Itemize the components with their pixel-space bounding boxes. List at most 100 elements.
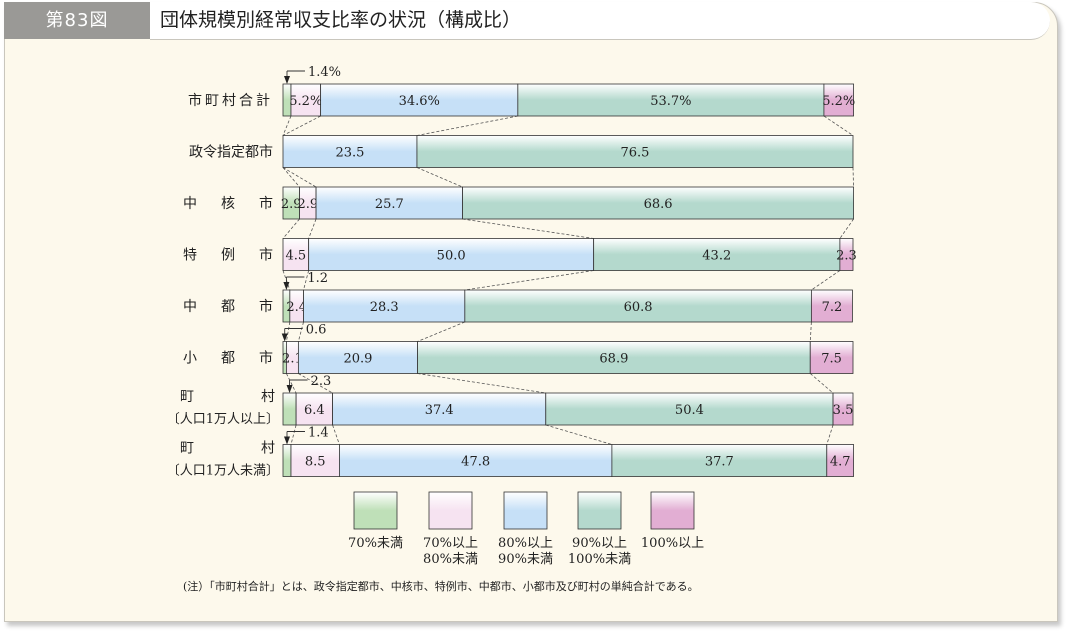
- legend-swatch: [650, 491, 695, 530]
- legend-label: 80%以上: [498, 536, 553, 551]
- category-label: 市: [259, 298, 273, 315]
- connector-line: [417, 321, 465, 342]
- data-label: 2.3: [836, 249, 857, 264]
- bar-segment: [839, 238, 854, 271]
- category-label: 町: [180, 441, 194, 457]
- category-label: 中: [183, 196, 197, 212]
- connector-line: [282, 218, 300, 239]
- data-label: 2.9: [281, 197, 302, 212]
- connector-line: [464, 270, 594, 291]
- bar-segment: [462, 186, 854, 220]
- connector-line: [290, 424, 297, 445]
- data-label: 76.5: [620, 146, 649, 161]
- bar-segment: [826, 444, 854, 477]
- legend-swatch: [503, 491, 548, 530]
- data-label: 28.3: [370, 300, 399, 315]
- bar-segment: [339, 444, 613, 477]
- data-label: 6.4: [304, 403, 325, 418]
- bar-segment: [593, 238, 841, 271]
- category-label: 政令指定都市: [189, 144, 273, 161]
- data-label: 5.2%: [822, 94, 855, 109]
- category-label: 核: [221, 196, 235, 212]
- connector-line: [282, 115, 292, 136]
- connector-line: [308, 218, 317, 239]
- data-label: 4.5: [285, 249, 306, 264]
- data-label: 25.7: [375, 197, 404, 212]
- bar-segment: [303, 289, 466, 323]
- data-label: 2.1: [282, 352, 303, 367]
- category-label: 村: [261, 389, 275, 405]
- bar-segment: [611, 444, 828, 477]
- bar-segment: [282, 392, 297, 426]
- callout-label: 1.4%: [308, 65, 341, 80]
- figure-title: 団体規模別経常収支比率の状況（構成比）: [160, 9, 522, 31]
- data-label: 3.5: [833, 403, 854, 418]
- callout-arrow: [283, 436, 290, 445]
- category-label: 村: [261, 441, 275, 457]
- category-label: 例: [221, 248, 235, 264]
- bar-segment: [282, 135, 418, 168]
- category-label: 市: [259, 195, 273, 212]
- connector-line: [303, 270, 310, 291]
- bar-segment: [517, 83, 825, 117]
- bar-segment: [295, 392, 333, 426]
- footnote: (注）「市町村合計」とは、政令指定都市、中核市、特例市、中都市、小都市及び町村の…: [183, 580, 699, 593]
- data-label: 60.8: [624, 300, 653, 315]
- category-label: 市町村合計: [188, 92, 273, 109]
- connector-line: [852, 167, 854, 188]
- connector-line: [286, 321, 291, 342]
- connector-line: [416, 115, 518, 136]
- callout-label: 1.4: [308, 426, 329, 441]
- callout-arrow: [281, 333, 288, 342]
- connector-line: [809, 321, 812, 342]
- bar-segment: [810, 289, 853, 323]
- category-label: 特: [183, 248, 197, 264]
- bar-segment: [809, 341, 854, 374]
- legend-swatch: [353, 491, 398, 530]
- figure-number: 第83図: [4, 2, 150, 39]
- data-label: 68.6: [644, 197, 673, 212]
- connector-line: [417, 373, 546, 394]
- connector-line: [826, 424, 834, 445]
- category-sublabel: 〔人口1万人未満〕: [167, 464, 279, 479]
- connector-line: [332, 424, 340, 445]
- data-label: 2.9: [297, 197, 318, 212]
- bar-segment: [332, 392, 547, 426]
- bar-segment: [464, 289, 812, 323]
- callout-label: 2.3: [311, 374, 332, 389]
- callout-label: 0.6: [306, 323, 327, 338]
- bar-segment: [290, 444, 340, 477]
- legend-label: 90%未満: [498, 552, 553, 567]
- legend-label: 70%以上: [423, 536, 478, 551]
- legend-swatch: [577, 491, 622, 530]
- connector-line: [298, 321, 304, 342]
- connector-line: [809, 373, 834, 394]
- data-label: 37.7: [705, 455, 734, 470]
- title-bar: [150, 2, 1050, 40]
- bar-segment: [320, 83, 519, 117]
- category-label: 小: [183, 351, 197, 367]
- bar-segment: [832, 392, 854, 426]
- bar-segment: [297, 341, 418, 374]
- bar-segment: [823, 83, 854, 117]
- legend-label: 100%以上: [641, 536, 704, 551]
- callout-arrow: [286, 385, 293, 393]
- category-label: 市: [259, 350, 273, 367]
- connector-line: [282, 167, 317, 188]
- data-label: 20.9: [343, 352, 372, 367]
- connector-line: [298, 373, 333, 394]
- data-label: 37.4: [425, 403, 454, 418]
- legend-label: 70%未満: [348, 536, 403, 551]
- bar-segment: [545, 392, 834, 426]
- data-label: 5.2%: [289, 94, 322, 109]
- category-label: 中: [183, 299, 197, 315]
- data-label: 43.2: [702, 249, 731, 264]
- bar-segment: [315, 186, 463, 220]
- legend-label: 100%未満: [568, 552, 631, 567]
- connector-line: [839, 218, 854, 239]
- category-sublabel: 〔人口1万人以上〕: [167, 412, 279, 427]
- data-label: 50.4: [675, 403, 704, 418]
- data-label: 47.8: [461, 455, 490, 470]
- bar-segment: [416, 135, 854, 168]
- connector-line: [462, 218, 594, 239]
